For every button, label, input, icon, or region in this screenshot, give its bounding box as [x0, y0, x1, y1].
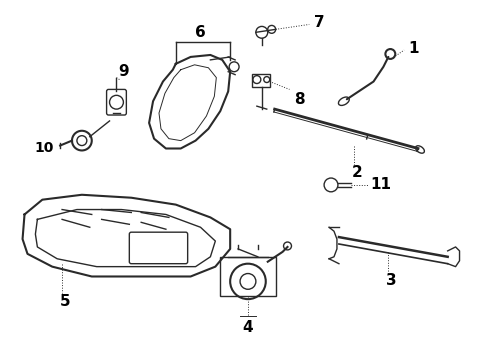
Text: 1: 1 [408, 41, 418, 55]
Text: 5: 5 [60, 294, 71, 309]
Text: 7: 7 [314, 15, 324, 30]
Text: 2: 2 [351, 165, 362, 180]
Text: 4: 4 [243, 320, 253, 335]
Bar [220, 257, 276, 296]
Bar [252, 74, 270, 87]
Text: 3: 3 [386, 273, 396, 288]
Text: 10: 10 [35, 141, 54, 156]
Text: 8: 8 [294, 92, 305, 107]
Text: 6: 6 [195, 25, 206, 40]
Text: 9: 9 [118, 64, 129, 79]
Text: 11: 11 [370, 177, 391, 193]
